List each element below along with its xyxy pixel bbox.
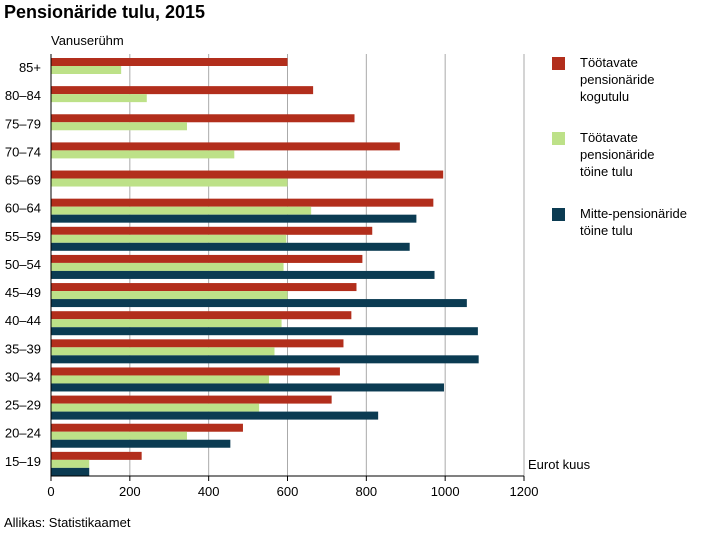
bar (51, 122, 187, 131)
bar (51, 254, 363, 263)
category-label: 45–49 (5, 285, 41, 300)
category-label: 15–19 (5, 454, 41, 469)
legend-label-line: Mitte-pensionäride (580, 206, 687, 221)
bar (51, 459, 90, 468)
bar (51, 206, 312, 215)
category-label: 20–24 (5, 426, 41, 441)
x-tick-label: 1000 (431, 484, 460, 499)
bar (51, 311, 352, 320)
legend-label-line: pensionäride (580, 72, 654, 87)
bar (51, 66, 122, 74)
x-tick-label: 600 (277, 484, 299, 499)
bar (51, 270, 435, 279)
category-label: 60–64 (5, 201, 41, 216)
bar (51, 242, 410, 251)
category-label: 65–69 (5, 173, 41, 188)
bar (51, 327, 478, 336)
bar (51, 339, 344, 348)
x-tick-label: 800 (355, 484, 377, 499)
x-tick-label: 1200 (510, 484, 539, 499)
bar (51, 367, 340, 376)
bar (51, 58, 288, 66)
bar (51, 170, 444, 179)
bar (51, 319, 282, 328)
bar (51, 395, 332, 404)
category-label: 70–74 (5, 144, 41, 159)
bar (51, 114, 355, 123)
legend-label: Mitte-pensionäride töine tulu (580, 206, 687, 238)
bar (51, 439, 231, 448)
y-axis-label: Vanuserühm (51, 33, 124, 48)
legend-label: Töötavate pensionäride töine tulu (580, 130, 654, 179)
legend-label-line: Töötavate (580, 55, 638, 70)
x-tick-label: 0 (47, 484, 54, 499)
bar (51, 403, 260, 412)
legend-label-line: töine tulu (580, 223, 633, 238)
category-label: 50–54 (5, 257, 41, 272)
category-label: 40–44 (5, 313, 41, 328)
bar (51, 86, 314, 95)
bar (51, 198, 434, 207)
category-label: 80–84 (5, 88, 41, 103)
bar (51, 214, 417, 223)
legend-swatch (552, 132, 565, 145)
bar (51, 226, 373, 235)
category-label: 30–34 (5, 369, 41, 384)
bar (51, 94, 147, 103)
category-label: 25–29 (5, 398, 41, 413)
legend-label-line: pensionäride (580, 147, 654, 162)
bar (51, 150, 235, 159)
bar (51, 431, 187, 440)
legend-label-line: Töötavate (580, 130, 638, 145)
bar (51, 234, 287, 243)
legend-label-line: kogutulu (580, 89, 629, 104)
bar (51, 451, 142, 460)
legend-label: Töötavate pensionäride kogutulu (580, 55, 654, 104)
category-label: 55–59 (5, 229, 41, 244)
source-note: Allikas: Statistikaamet (4, 515, 131, 530)
bar (51, 262, 284, 271)
bar (51, 299, 467, 308)
category-label: 35–39 (5, 341, 41, 356)
bar (51, 178, 288, 187)
bar (51, 467, 90, 476)
bar (51, 383, 444, 392)
bar (51, 291, 288, 300)
legend-swatch (552, 57, 565, 70)
category-label: 75–79 (5, 116, 41, 131)
bar (51, 142, 400, 151)
legend-swatch (552, 208, 565, 221)
bar (51, 411, 379, 420)
bar (51, 283, 357, 292)
bar (51, 355, 479, 364)
x-tick-label: 400 (198, 484, 220, 499)
x-tick-label: 200 (119, 484, 141, 499)
legend-label-line: töine tulu (580, 164, 633, 179)
chart-title: Pensionäride tulu, 2015 (4, 2, 206, 22)
bar (51, 423, 243, 432)
x-axis-label: Eurot kuus (528, 457, 591, 472)
bar (51, 375, 269, 384)
category-label: 85+ (19, 60, 41, 75)
bar (51, 347, 275, 356)
